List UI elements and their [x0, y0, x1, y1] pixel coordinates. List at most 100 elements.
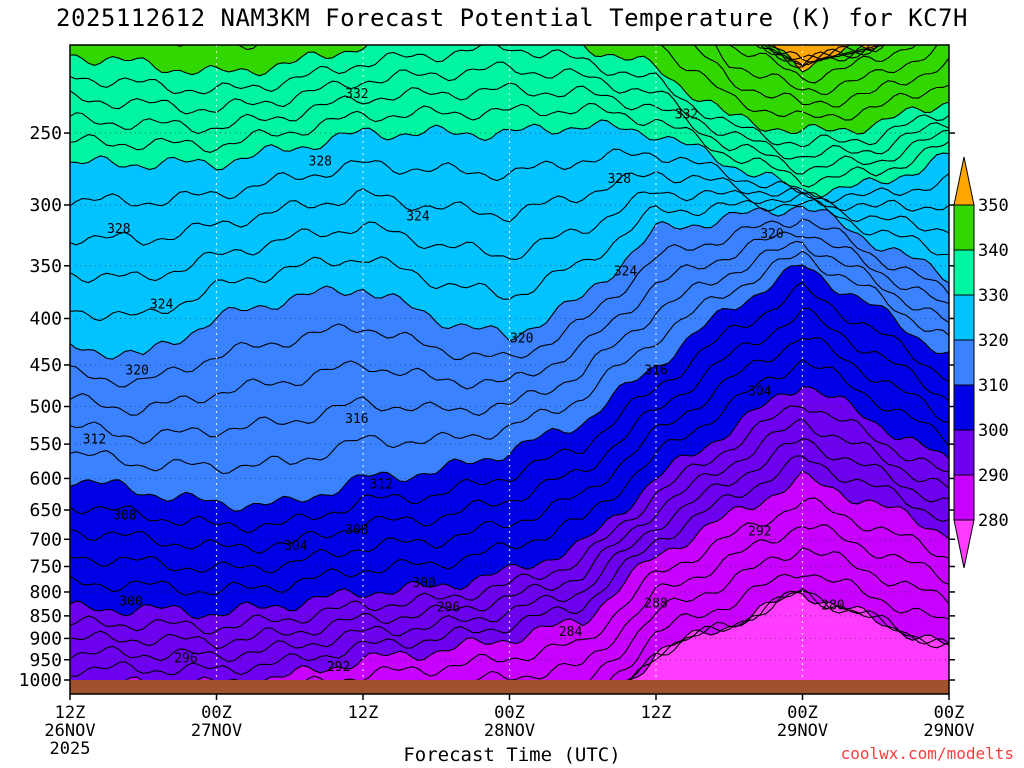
contour-label-288: 288 [644, 597, 667, 612]
isentrope-352 [772, 45, 889, 68]
contour-label-292: 292 [327, 660, 350, 675]
y-tick-label: 950 [29, 650, 62, 671]
colorbar-swatch-340 [953, 204, 975, 251]
isentrope-332 [70, 102, 949, 188]
colorbar-extend-top [953, 156, 975, 206]
contour-label-308: 308 [113, 508, 136, 523]
y-tick-label: 850 [29, 606, 62, 627]
colorbar-label-310: 310 [978, 376, 1009, 396]
filled-contour-bands [70, 45, 949, 681]
isentrope-278 [628, 587, 949, 681]
colorbar-label-330: 330 [978, 286, 1009, 306]
colorbar-swatch-330 [953, 249, 975, 296]
colorbar-label-320: 320 [978, 331, 1009, 351]
contour-label-300: 300 [119, 595, 142, 610]
x-tick-date: 29NOV [777, 721, 828, 741]
colorbar-label-290: 290 [978, 466, 1009, 486]
colorbar: 280 290 300 310 320 330 340 350 [953, 156, 1009, 569]
isentrope-360 [762, 45, 869, 63]
x-axis-label: Forecast Time (UTC) [403, 744, 621, 766]
x-tick-label: 00Z [494, 703, 525, 723]
isentrope-304 [70, 337, 949, 574]
y-tick-label: 500 [29, 397, 62, 418]
contour-label-280: 280 [821, 599, 844, 614]
contour-label-328: 328 [107, 222, 130, 237]
contour-label-320: 320 [760, 227, 783, 242]
x-tick-label: 12Z [641, 703, 672, 723]
isentrope-282 [608, 573, 949, 681]
colorbar-swatch-300 [953, 384, 975, 431]
colorbar-extend-bottom [953, 519, 975, 569]
y-tick-label: 400 [29, 308, 62, 329]
y-tick-label: 1000 [19, 670, 62, 691]
colorbar-label-340: 340 [978, 241, 1009, 261]
ground-strip [70, 680, 949, 694]
isentrope-326 [70, 170, 949, 246]
contour-label-308: 308 [345, 523, 368, 538]
contour-label-320: 320 [510, 332, 533, 347]
chart-title: 2025112612 NAM3KM Forecast Potential Tem… [56, 4, 968, 32]
y-tick-label: 750 [29, 556, 62, 577]
contour-label-328: 328 [309, 154, 332, 169]
contour-label-332: 332 [345, 87, 368, 102]
colorbar-swatch-280 [953, 474, 975, 521]
colorbar-label-300: 300 [978, 421, 1009, 441]
contour-labels: 332 332 328 328 328 324 324 324 320 320 320 316 316 3… [83, 87, 845, 675]
colorbar-label-350: 350 [978, 196, 1009, 216]
y-tick-label: 800 [29, 582, 62, 603]
y-tick-label: 600 [29, 468, 62, 489]
x-tick-label: 00Z [787, 703, 818, 723]
isentrope-346 [714, 45, 938, 96]
isentrope-302 [70, 358, 949, 596]
credit-text: coolwx.com/modelts [840, 744, 1014, 763]
x-tick-date: 28NOV [484, 721, 535, 741]
isentrope-356 [760, 45, 879, 67]
y-tick-label: 900 [29, 628, 62, 649]
x-tick-label: 00Z [934, 703, 965, 723]
x-tick-year: 2025 [50, 739, 91, 759]
contour-label-296: 296 [437, 600, 460, 615]
contour-label-324: 324 [406, 209, 430, 224]
x-tick-date: 26NOV [44, 721, 95, 741]
isentrope-284 [588, 547, 949, 681]
x-tick-label: 12Z [348, 703, 379, 723]
contour-label-284: 284 [559, 625, 583, 640]
isentrope-280 [628, 591, 949, 681]
y-axis: 2503003504004505005506006507007508008509… [19, 123, 955, 691]
contour-label-304: 304 [748, 384, 772, 399]
isentrope-350 [768, 45, 881, 73]
contour-label-316: 316 [644, 363, 667, 378]
y-tick-label: 700 [29, 529, 62, 550]
y-tick-label: 650 [29, 500, 62, 521]
colorbar-swatch-310 [953, 339, 975, 386]
isentrope-344 [693, 45, 949, 108]
contour-label-296: 296 [174, 652, 197, 667]
isentrope-348 [728, 45, 917, 84]
y-tick-label: 350 [29, 256, 62, 277]
x-tick-label: 00Z [201, 703, 232, 723]
isentrope-298 [70, 405, 949, 635]
x-tick-label: 12Z [55, 703, 86, 723]
isentrope-306 [70, 307, 949, 554]
x-tick-date: 29NOV [923, 721, 974, 741]
colorbar-swatch-320 [953, 294, 975, 341]
contour-label-312: 312 [370, 478, 393, 493]
contour-label-328: 328 [608, 172, 631, 187]
contour-label-324: 324 [614, 264, 638, 279]
y-tick-label: 450 [29, 355, 62, 376]
y-tick-label: 250 [29, 123, 62, 144]
contour-label-292: 292 [748, 525, 771, 540]
contour-label-316: 316 [345, 412, 368, 427]
contour-label-324: 324 [150, 297, 174, 312]
isentrope-292 [70, 455, 949, 678]
contour-label-320: 320 [125, 363, 148, 378]
grid-lines [70, 45, 949, 680]
contour-label-332: 332 [675, 108, 698, 123]
contour-label-312: 312 [83, 432, 106, 447]
contour-label-300: 300 [412, 576, 435, 591]
colorbar-swatch-290 [953, 429, 975, 476]
colorbar-label-280: 280 [978, 511, 1009, 531]
contour-label-304: 304 [284, 539, 308, 554]
